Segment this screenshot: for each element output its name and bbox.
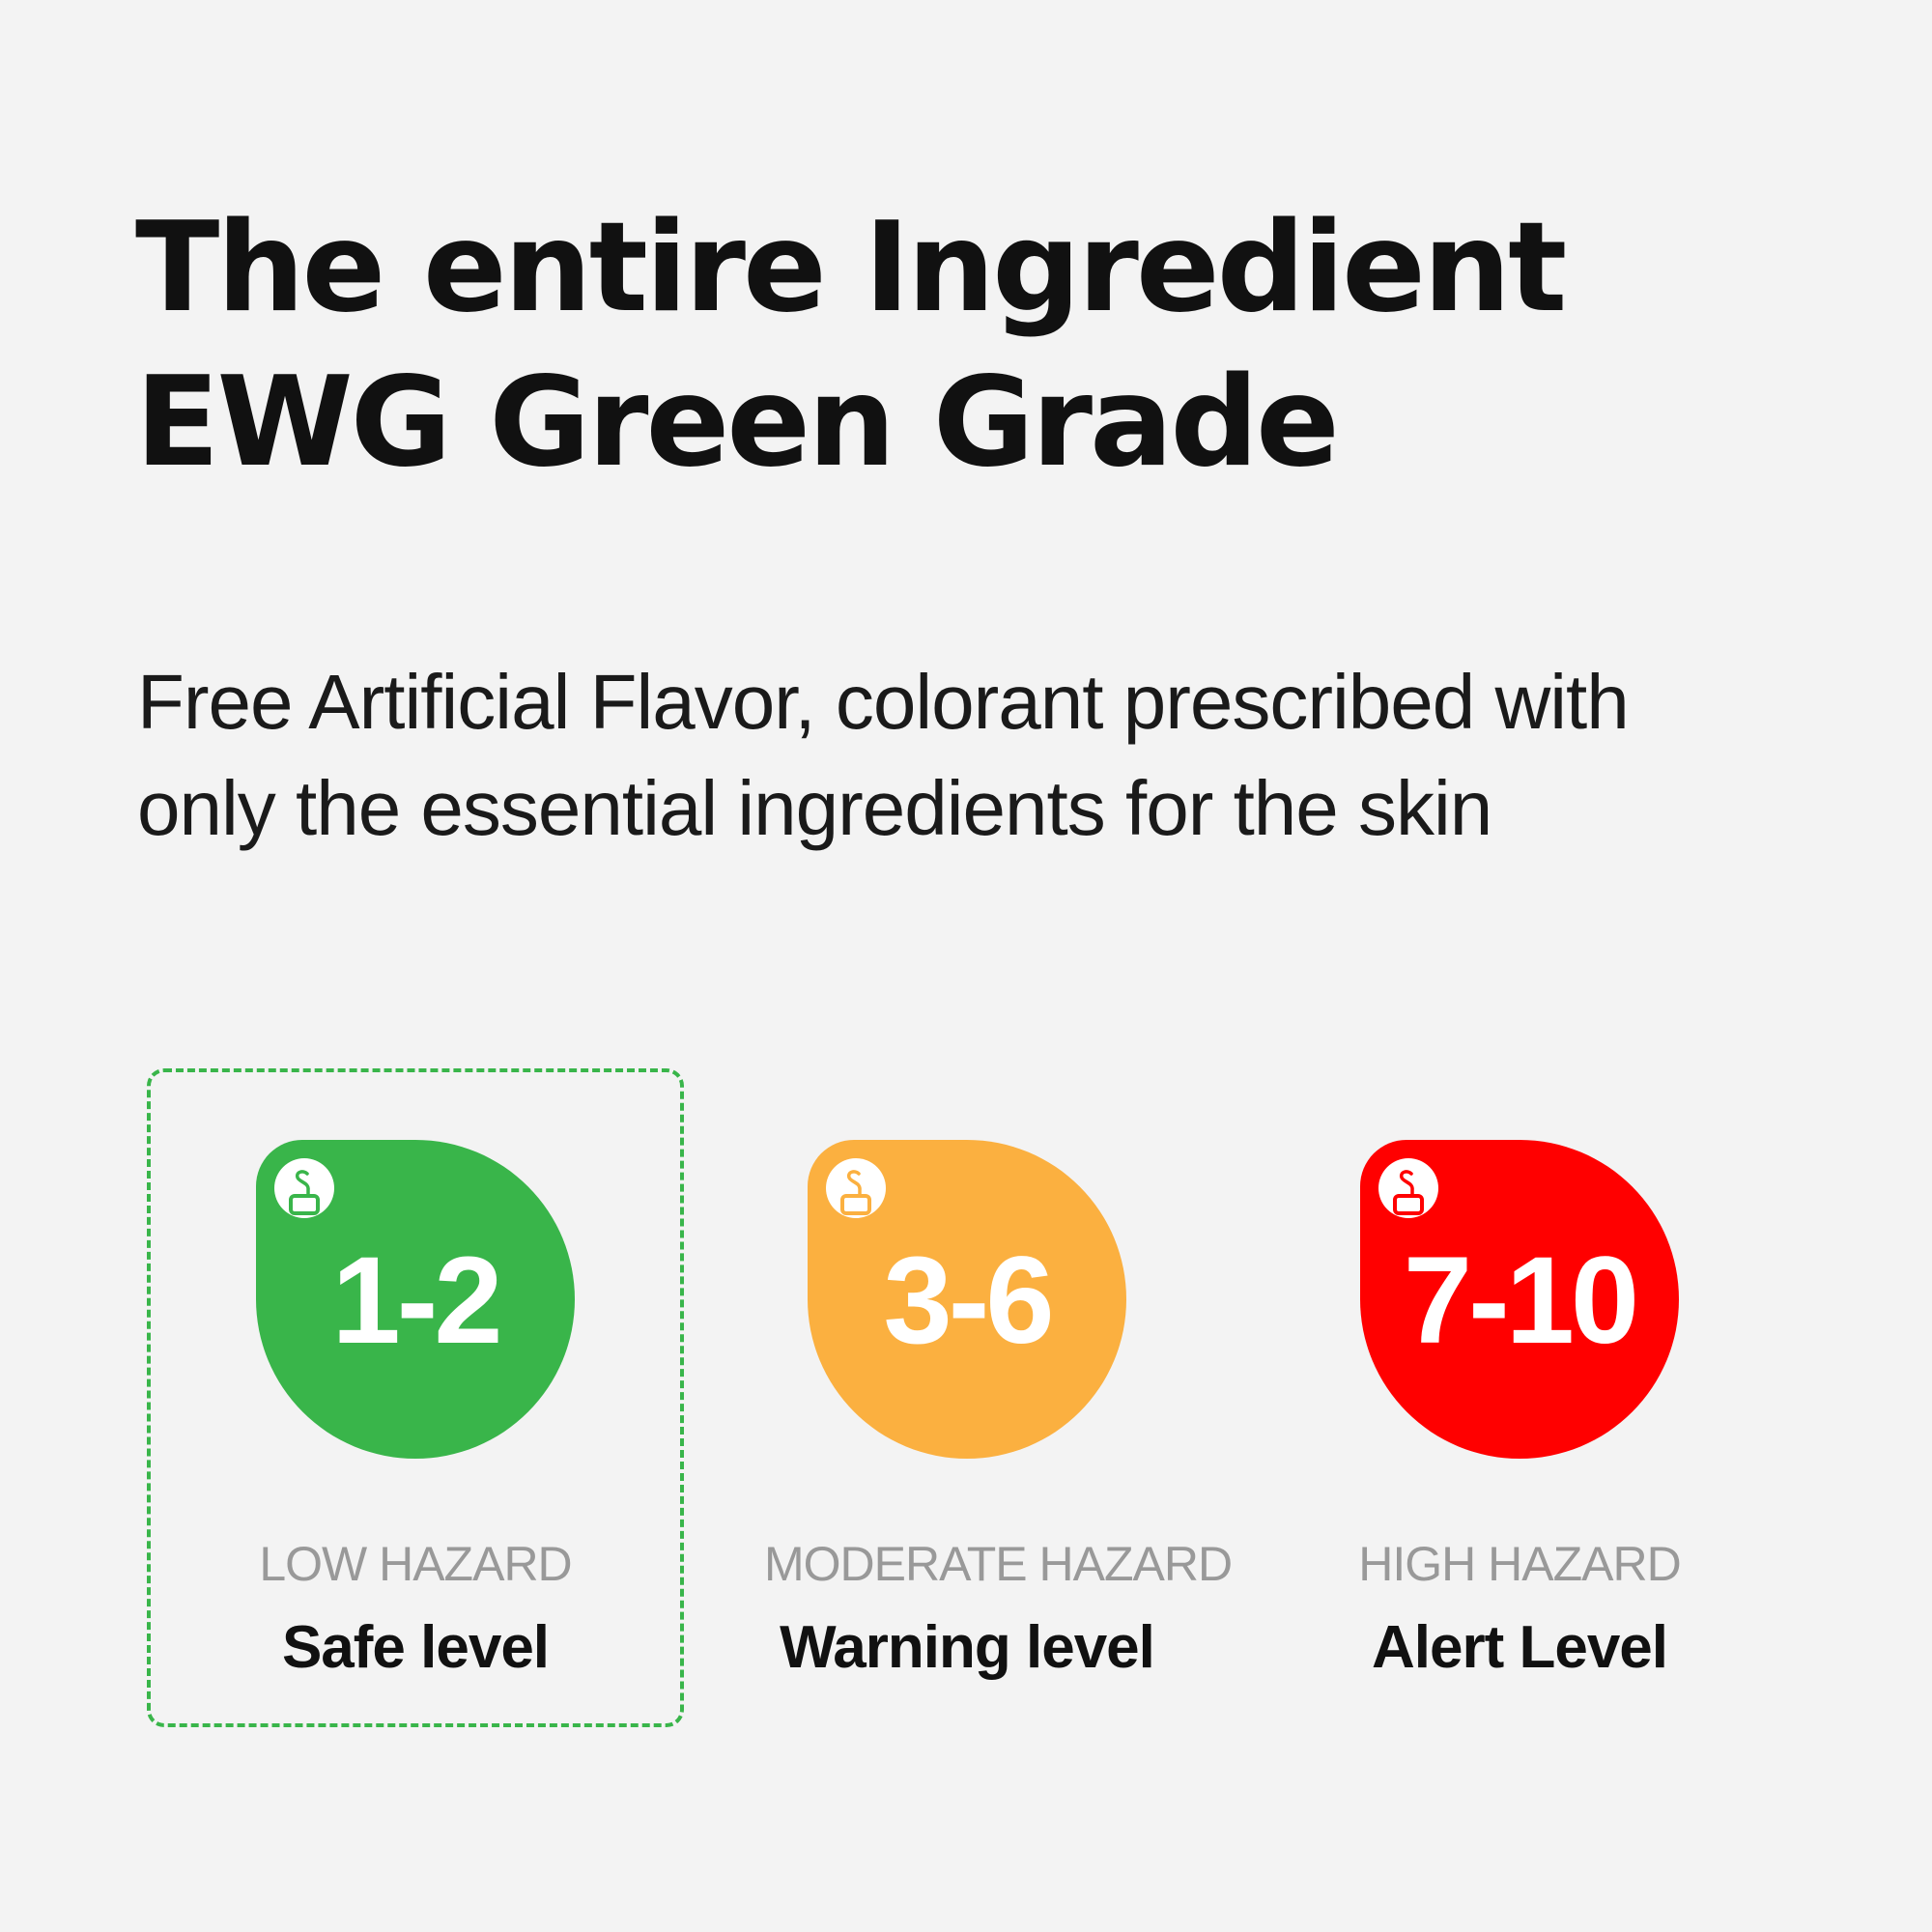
grade-badge: 1-2 bbox=[256, 1140, 575, 1459]
grade-badge: 3-6 bbox=[808, 1140, 1126, 1459]
skin-safe-icon bbox=[826, 1158, 886, 1218]
grade-moderate: 3-6 MODERATE HAZARD Warning level bbox=[764, 1140, 1233, 1682]
subtitle-line-1: Free Artificial Flavor, colorant prescri… bbox=[137, 659, 1630, 745]
title-line-2: EWG Green Grade bbox=[135, 351, 1340, 495]
grade-range: 7-10 bbox=[1403, 1232, 1639, 1370]
skin-safe-icon bbox=[274, 1158, 334, 1218]
subtitle: Free Artificial Flavor, colorant prescri… bbox=[137, 649, 1630, 862]
selected-grade-outline bbox=[147, 1068, 684, 1727]
level-label: Alert Level bbox=[1371, 1614, 1668, 1681]
title-line-1: The entire Ingredient bbox=[135, 196, 1567, 340]
hazard-label: MODERATE HAZARD bbox=[764, 1537, 1233, 1591]
skin-safe-icon bbox=[1378, 1158, 1438, 1218]
page-title: The entire Ingredient EWG Green Grade bbox=[135, 191, 1567, 500]
level-label: Safe level bbox=[281, 1614, 550, 1681]
grade-range: 1-2 bbox=[331, 1232, 503, 1370]
hazard-label: HIGH HAZARD bbox=[1358, 1537, 1681, 1591]
grade-high: 7-10 HIGH HAZARD Alert Level bbox=[1317, 1140, 1722, 1682]
grade-range: 3-6 bbox=[883, 1232, 1055, 1370]
subtitle-line-2: only the essential ingredients for the s… bbox=[137, 765, 1492, 851]
level-label: Warning level bbox=[780, 1614, 1155, 1681]
grade-low: 1-2 LOW HAZARD Safe level bbox=[213, 1140, 618, 1682]
grade-badge: 7-10 bbox=[1360, 1140, 1679, 1459]
hazard-label: LOW HAZARD bbox=[259, 1537, 572, 1591]
